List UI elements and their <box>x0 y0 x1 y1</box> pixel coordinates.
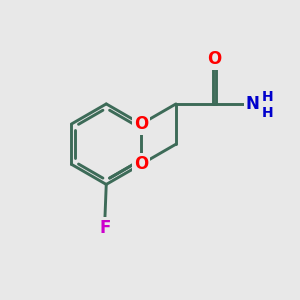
Text: O: O <box>134 155 148 173</box>
Text: O: O <box>134 115 148 133</box>
Text: H: H <box>262 91 273 104</box>
Text: H: H <box>262 106 273 120</box>
Text: N: N <box>245 95 260 113</box>
Text: F: F <box>99 219 110 237</box>
Text: O: O <box>207 50 221 68</box>
